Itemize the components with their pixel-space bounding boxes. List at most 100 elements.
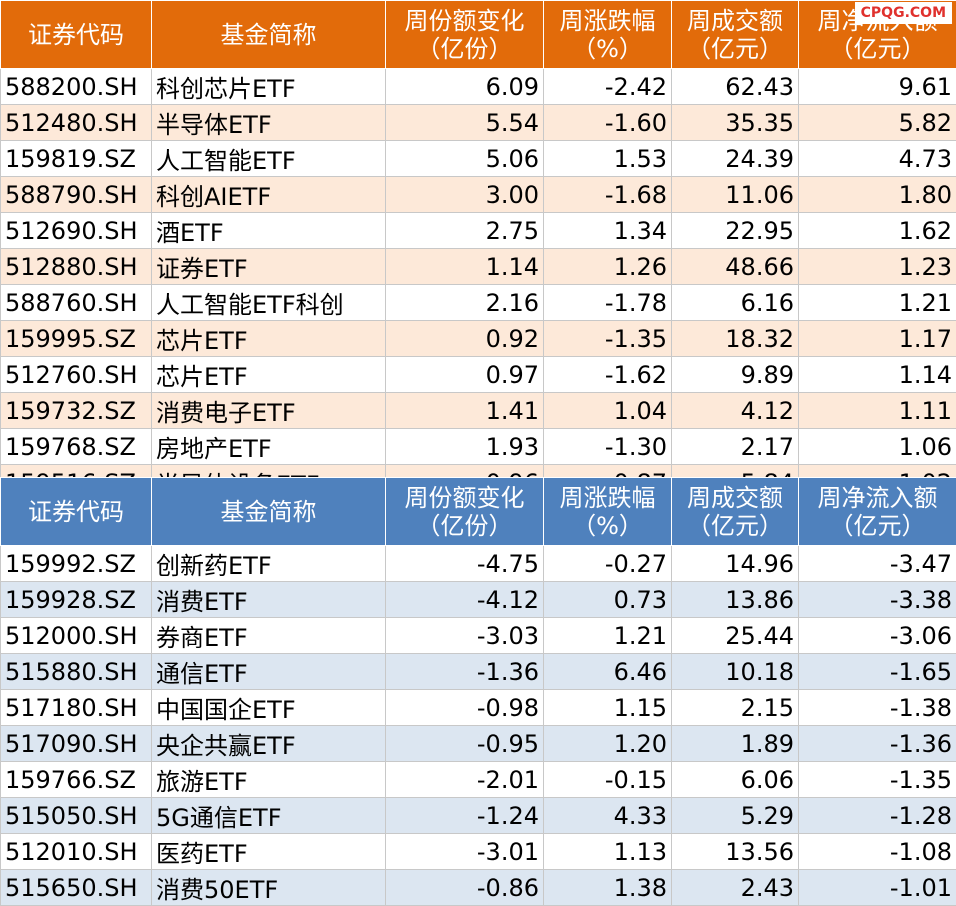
cell-share-change: 5.06 [386, 141, 544, 177]
cell-share-change: 3.00 [386, 177, 544, 213]
cell-code: 517090.SH [1, 726, 152, 762]
inflow-table-header: 证券代码基金简称周份额变化（亿份）周涨跌幅（%）周成交额（亿元）周净流入额（亿元… [1, 1, 956, 69]
cell-turnover: 22.95 [672, 213, 799, 249]
cell-code: 515050.SH [1, 798, 152, 834]
cell-pct-change: 1.34 [544, 213, 672, 249]
header-net-inflow-line: 周净流入额 [799, 484, 956, 512]
header-turnover: 周成交额（亿元） [672, 478, 799, 546]
header-net-inflow-line: （亿元） [799, 35, 956, 63]
cell-pct-change: 0.73 [544, 582, 672, 618]
cell-net-inflow: 1.23 [799, 249, 956, 285]
cell-code: 159768.SZ [1, 429, 152, 465]
inflow-table: 证券代码基金简称周份额变化（亿份）周涨跌幅（%）周成交额（亿元）周净流入额（亿元… [0, 0, 956, 501]
cell-turnover: 11.06 [672, 177, 799, 213]
cell-fund-name: 消费电子ETF [152, 393, 386, 429]
outflow-table: 证券代码基金简称周份额变化（亿份）周涨跌幅（%）周成交额（亿元）周净流入额（亿元… [0, 477, 956, 906]
cell-net-inflow: 1.06 [799, 429, 956, 465]
outflow-table-header: 证券代码基金简称周份额变化（亿份）周涨跌幅（%）周成交额（亿元）周净流入额（亿元… [1, 478, 956, 546]
cell-share-change: -4.12 [386, 582, 544, 618]
header-share-change-line: 周份额变化 [386, 7, 543, 35]
cell-net-inflow: 1.11 [799, 393, 956, 429]
cell-pct-change: -0.15 [544, 762, 672, 798]
cell-pct-change: -0.27 [544, 546, 672, 582]
cell-turnover: 2.15 [672, 690, 799, 726]
header-pct-change-line: 周涨跌幅 [544, 484, 671, 512]
header-turnover-line: （亿元） [672, 35, 798, 63]
header-share-change-line: （亿份） [386, 512, 543, 540]
cell-code: 159992.SZ [1, 546, 152, 582]
cell-share-change: -3.03 [386, 618, 544, 654]
cell-share-change: -2.01 [386, 762, 544, 798]
cell-net-inflow: 9.61 [799, 69, 956, 105]
cell-fund-name: 旅游ETF [152, 762, 386, 798]
cell-turnover: 5.29 [672, 798, 799, 834]
cell-fund-name: 芯片ETF [152, 321, 386, 357]
cell-code: 159732.SZ [1, 393, 152, 429]
cell-pct-change: 1.26 [544, 249, 672, 285]
cell-turnover: 9.89 [672, 357, 799, 393]
cell-fund-name: 半导体ETF [152, 105, 386, 141]
cell-turnover: 1.89 [672, 726, 799, 762]
cell-code: 517180.SH [1, 690, 152, 726]
cell-net-inflow: -1.01 [799, 870, 956, 906]
header-name: 基金简称 [152, 478, 386, 546]
cell-turnover: 13.56 [672, 834, 799, 870]
cell-net-inflow: -1.36 [799, 726, 956, 762]
cell-fund-name: 消费ETF [152, 582, 386, 618]
cell-code: 159766.SZ [1, 762, 152, 798]
cell-net-inflow: -1.28 [799, 798, 956, 834]
cell-code: 512480.SH [1, 105, 152, 141]
cell-turnover: 18.32 [672, 321, 799, 357]
header-name-line: 基金简称 [152, 498, 385, 526]
watermark-logo: CPQG.COM [855, 2, 952, 24]
cell-fund-name: 证券ETF [152, 249, 386, 285]
header-share-change-line: 周份额变化 [386, 484, 543, 512]
cell-share-change: 0.92 [386, 321, 544, 357]
header-pct-change-line: （%） [544, 35, 671, 63]
cell-fund-name: 人工智能ETF科创 [152, 285, 386, 321]
cell-fund-name: 券商ETF [152, 618, 386, 654]
cell-share-change: 1.41 [386, 393, 544, 429]
header-pct-change-line: 周涨跌幅 [544, 7, 671, 35]
cell-code: 588200.SH [1, 69, 152, 105]
header-share-change-line: （亿份） [386, 35, 543, 63]
cell-net-inflow: 4.73 [799, 141, 956, 177]
cell-code: 512760.SH [1, 357, 152, 393]
cell-net-inflow: 1.62 [799, 213, 956, 249]
cell-turnover: 4.12 [672, 393, 799, 429]
cell-pct-change: 1.38 [544, 870, 672, 906]
cell-net-inflow: -1.65 [799, 654, 956, 690]
cell-pct-change: 1.20 [544, 726, 672, 762]
cell-fund-name: 科创AIETF [152, 177, 386, 213]
cell-share-change: -4.75 [386, 546, 544, 582]
header-code: 证券代码 [1, 1, 152, 69]
cell-net-inflow: -1.38 [799, 690, 956, 726]
cell-fund-name: 科创芯片ETF [152, 69, 386, 105]
cell-share-change: -3.01 [386, 834, 544, 870]
cell-share-change: -0.98 [386, 690, 544, 726]
cell-net-inflow: 5.82 [799, 105, 956, 141]
cell-share-change: 6.09 [386, 69, 544, 105]
cell-pct-change: -1.68 [544, 177, 672, 213]
cell-turnover: 62.43 [672, 69, 799, 105]
cell-pct-change: 1.21 [544, 618, 672, 654]
cell-pct-change: 1.04 [544, 393, 672, 429]
cell-code: 515880.SH [1, 654, 152, 690]
cell-pct-change: -1.62 [544, 357, 672, 393]
cell-fund-name: 央企共赢ETF [152, 726, 386, 762]
cell-turnover: 13.86 [672, 582, 799, 618]
